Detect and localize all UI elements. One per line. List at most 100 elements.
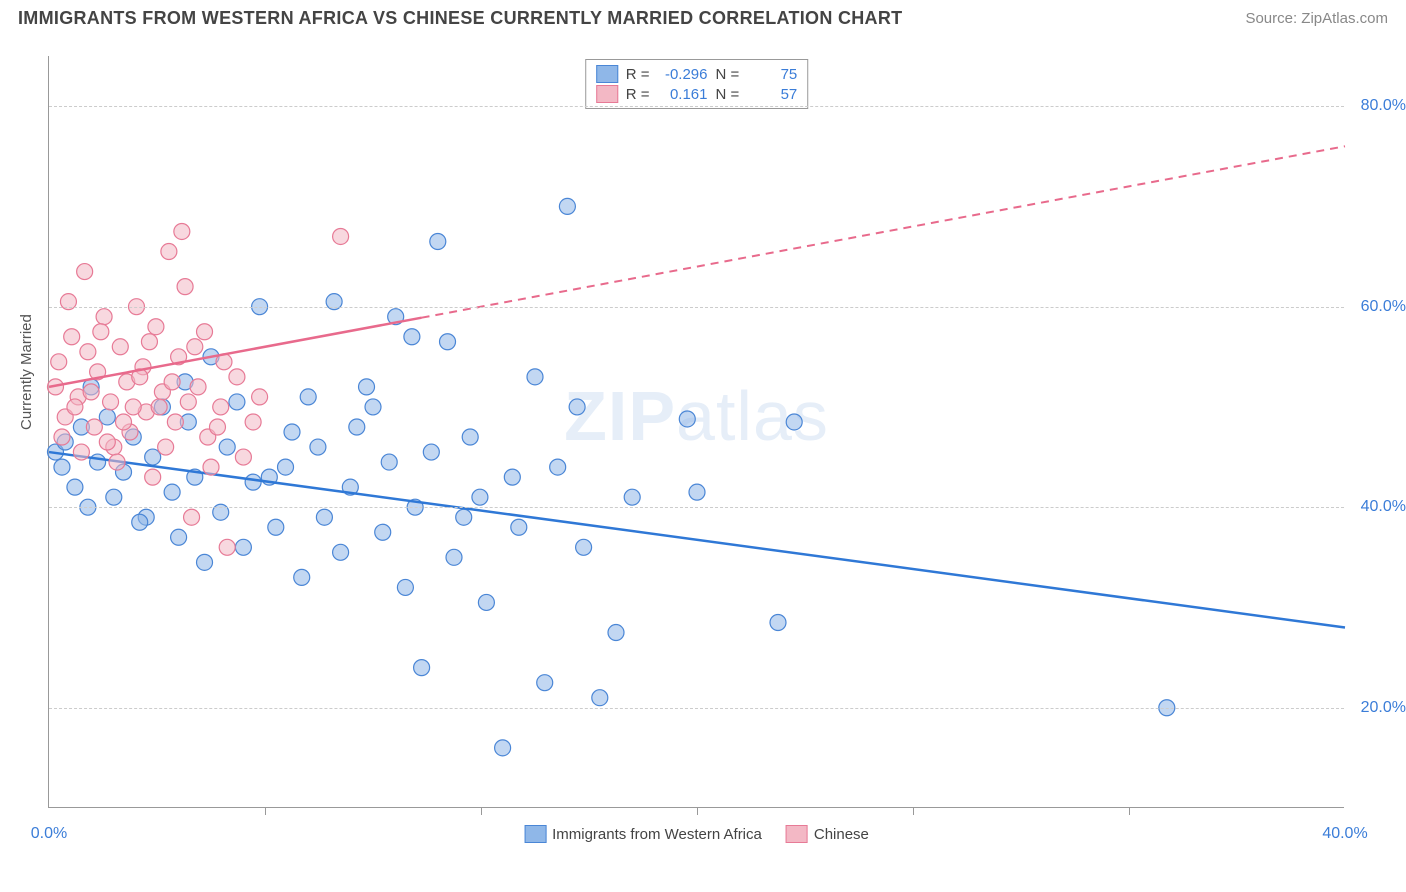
scatter-point [245, 474, 261, 490]
x-tick [265, 807, 266, 815]
scatter-point [245, 414, 261, 430]
scatter-point [456, 509, 472, 525]
scatter-point [64, 329, 80, 345]
scatter-point [219, 439, 235, 455]
scatter-point [158, 439, 174, 455]
scatter-svg [49, 56, 1344, 807]
scatter-point [151, 399, 167, 415]
scatter-point [414, 660, 430, 676]
gridline-h [49, 708, 1344, 709]
gridline-h [49, 507, 1344, 508]
scatter-point [164, 484, 180, 500]
scatter-point [770, 615, 786, 631]
scatter-point [229, 369, 245, 385]
scatter-point [478, 594, 494, 610]
scatter-point [125, 399, 141, 415]
x-tick-label: 0.0% [31, 825, 67, 843]
x-tick-label: 40.0% [1322, 825, 1367, 843]
scatter-point [80, 344, 96, 360]
legend-label-0: Immigrants from Western Africa [552, 826, 762, 843]
scatter-point [77, 264, 93, 280]
scatter-point [235, 539, 251, 555]
scatter-point [187, 339, 203, 355]
scatter-point [229, 394, 245, 410]
scatter-point [209, 419, 225, 435]
scatter-point [294, 569, 310, 585]
scatter-point [174, 223, 190, 239]
scatter-point [161, 244, 177, 260]
scatter-point [365, 399, 381, 415]
source-label: Source: ZipAtlas.com [1245, 10, 1388, 27]
scatter-point [511, 519, 527, 535]
scatter-point [83, 384, 99, 400]
bottom-legend: Immigrants from Western Africa Chinese [524, 825, 869, 843]
scatter-point [141, 334, 157, 350]
scatter-point [504, 469, 520, 485]
scatter-point [164, 374, 180, 390]
scatter-point [190, 379, 206, 395]
scatter-point [462, 429, 478, 445]
scatter-point [86, 419, 102, 435]
swatch-series-1 [596, 85, 618, 103]
scatter-point [472, 489, 488, 505]
y-tick-label: 40.0% [1361, 498, 1406, 516]
scatter-point [359, 379, 375, 395]
r-value-1: 0.161 [658, 86, 708, 103]
scatter-point [446, 549, 462, 565]
scatter-point [235, 449, 251, 465]
y-tick-label: 20.0% [1361, 699, 1406, 717]
scatter-point [423, 444, 439, 460]
scatter-point [99, 434, 115, 450]
scatter-point [213, 399, 229, 415]
x-tick [481, 807, 482, 815]
n-value-1: 57 [747, 86, 797, 103]
r-value-0: -0.296 [658, 66, 708, 83]
gridline-h [49, 307, 1344, 308]
scatter-point [495, 740, 511, 756]
scatter-point [112, 339, 128, 355]
scatter-point [381, 454, 397, 470]
scatter-point [116, 414, 132, 430]
scatter-point [333, 228, 349, 244]
scatter-point [316, 509, 332, 525]
scatter-point [184, 509, 200, 525]
x-tick [1129, 807, 1130, 815]
scatter-point [349, 419, 365, 435]
scatter-point [67, 399, 83, 415]
scatter-point [219, 539, 235, 555]
legend-item-1: Chinese [786, 825, 869, 843]
scatter-point [252, 389, 268, 405]
scatter-point [278, 459, 294, 475]
n-label-1: N = [716, 86, 740, 103]
x-tick [913, 807, 914, 815]
n-label-0: N = [716, 66, 740, 83]
scatter-point [624, 489, 640, 505]
scatter-point [576, 539, 592, 555]
scatter-point [404, 329, 420, 345]
y-tick-label: 80.0% [1361, 97, 1406, 115]
scatter-point [96, 309, 112, 325]
scatter-point [679, 411, 695, 427]
legend-swatch-0 [524, 825, 546, 843]
scatter-point [67, 479, 83, 495]
scatter-point [148, 319, 164, 335]
scatter-point [559, 198, 575, 214]
legend-label-1: Chinese [814, 826, 869, 843]
legend-item-0: Immigrants from Western Africa [524, 825, 762, 843]
scatter-point [90, 454, 106, 470]
scatter-point [54, 459, 70, 475]
y-axis-label: Currently Married [18, 314, 35, 430]
scatter-point [197, 554, 213, 570]
scatter-point [54, 429, 70, 445]
chart-title: IMMIGRANTS FROM WESTERN AFRICA VS CHINES… [18, 8, 902, 29]
scatter-point [375, 524, 391, 540]
scatter-point [786, 414, 802, 430]
scatter-point [103, 394, 119, 410]
scatter-point [333, 544, 349, 560]
scatter-point [167, 414, 183, 430]
n-value-0: 75 [747, 66, 797, 83]
chart-plot-area: ZIPatlas R = -0.296 N = 75 R = 0.161 N =… [48, 56, 1344, 808]
scatter-point [689, 484, 705, 500]
stats-row-series-1: R = 0.161 N = 57 [596, 84, 798, 104]
scatter-point [73, 444, 89, 460]
